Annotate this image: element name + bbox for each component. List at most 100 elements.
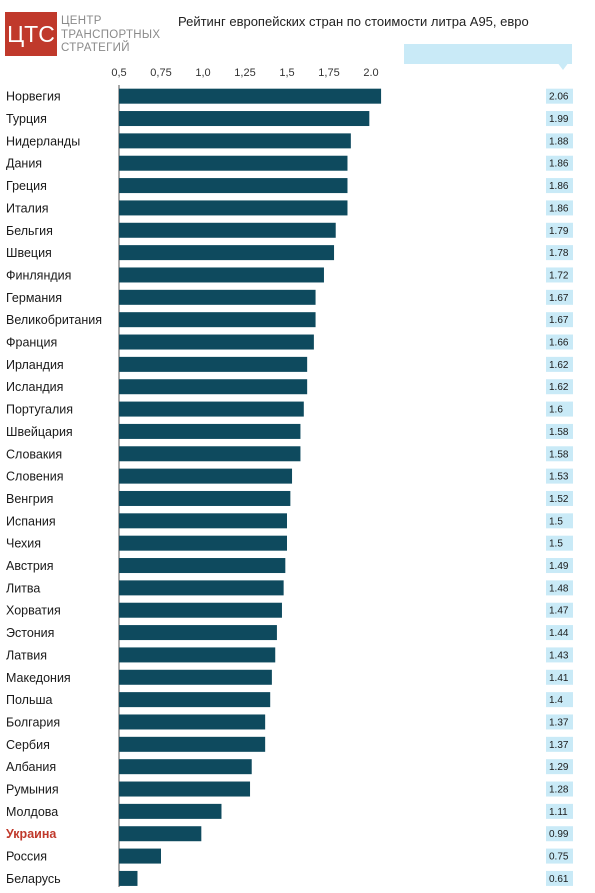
category-label: Франция (6, 336, 57, 350)
bar (119, 513, 287, 529)
value-label: 1.72 (549, 270, 569, 281)
value-label-box (546, 200, 573, 216)
value-label: 1.6 (549, 405, 563, 416)
category-label: Швеция (6, 246, 52, 260)
bar (119, 736, 266, 752)
bar (119, 423, 301, 439)
category-label: Беларусь (6, 872, 61, 886)
category-label: Норвегия (6, 90, 61, 104)
category-label: Ирландия (6, 358, 64, 372)
bar (119, 558, 286, 574)
category-label: Польша (6, 693, 52, 707)
value-label: 1.41 (549, 673, 569, 684)
value-label-box (546, 803, 573, 819)
category-label: Латвия (6, 648, 47, 662)
value-label-box (546, 580, 573, 596)
bar (119, 312, 316, 328)
value-label-box (546, 826, 573, 842)
value-label-box (546, 111, 573, 127)
value-label-box (546, 513, 573, 529)
bar (119, 580, 284, 596)
value-label: 1.37 (549, 740, 569, 751)
value-label: 1.79 (549, 226, 569, 237)
value-label-box (546, 267, 573, 283)
x-tick-label: 0,75 (150, 67, 171, 79)
bar (119, 714, 266, 730)
category-label: Словакия (6, 447, 62, 461)
bar (119, 200, 348, 216)
bar (119, 870, 138, 886)
value-label-box (546, 245, 573, 261)
category-label: Румыния (6, 783, 59, 797)
value-label-box (546, 558, 573, 574)
category-label: Молдова (6, 805, 58, 819)
x-tick-label: 1,25 (234, 67, 255, 79)
category-label: Германия (6, 291, 62, 305)
bar (119, 692, 271, 708)
value-label-box (546, 379, 573, 395)
bar (119, 535, 287, 551)
bar (119, 111, 370, 127)
value-label: 1.47 (549, 606, 569, 617)
accent-notch (557, 62, 569, 70)
value-label: 1.88 (549, 136, 569, 147)
value-label: 1.67 (549, 293, 569, 304)
x-tick-label: 1,75 (318, 67, 339, 79)
logo-mark: ЦТС (5, 12, 57, 56)
category-label: Швейцария (6, 425, 73, 439)
value-label: 1.52 (549, 494, 569, 505)
category-label: Чехия (6, 537, 41, 551)
x-tick-label: 0,5 (111, 67, 126, 79)
bar (119, 379, 308, 395)
value-label-box (546, 602, 573, 618)
chart-title: Рейтинг европейских стран по стоимости л… (178, 14, 529, 29)
value-label: 1.66 (549, 338, 569, 349)
value-label-box (546, 446, 573, 462)
bar (119, 88, 382, 104)
value-label: 1.28 (549, 785, 569, 796)
value-label: 0.61 (549, 874, 569, 885)
bar (119, 334, 314, 350)
x-tick-label: 1,5 (279, 67, 294, 79)
bar (119, 468, 293, 484)
value-label: 1.86 (549, 181, 569, 192)
value-label: 2.06 (549, 92, 569, 103)
bar (119, 267, 324, 283)
logo-line-1: ЦЕНТР (61, 15, 102, 27)
value-label: 1.37 (549, 717, 569, 728)
category-label: Украина (6, 827, 57, 841)
category-label: Нидерланды (6, 134, 80, 148)
value-label-box (546, 625, 573, 641)
bar (119, 848, 161, 864)
value-label-box (546, 714, 573, 730)
logo-line-3: СТРАТЕГИЙ (61, 42, 130, 54)
value-label-box (546, 647, 573, 663)
value-label-box (546, 155, 573, 171)
value-label: 1.11 (549, 807, 568, 818)
category-label: Португалия (6, 403, 73, 417)
category-label: Греция (6, 179, 47, 193)
value-label: 1.49 (549, 561, 569, 572)
category-label: Россия (6, 850, 47, 864)
category-label: Словения (6, 470, 64, 484)
bar (119, 289, 316, 305)
value-label-box (546, 334, 573, 350)
value-label: 0.99 (549, 829, 569, 840)
value-label-box (546, 423, 573, 439)
value-label: 1.62 (549, 360, 569, 371)
bar (119, 669, 272, 685)
value-label: 1.86 (549, 203, 569, 214)
value-label-box (546, 356, 573, 372)
value-label-box (546, 289, 573, 305)
value-label: 1.78 (549, 248, 569, 259)
value-label-box (546, 401, 573, 417)
value-label-box (546, 222, 573, 238)
value-label-box (546, 178, 573, 194)
value-label-box (546, 535, 573, 551)
category-label: Италия (6, 201, 49, 215)
category-label: Финляндия (6, 268, 71, 282)
bar (119, 222, 336, 238)
value-label-box (546, 759, 573, 775)
bar (119, 155, 348, 171)
category-label: Болгария (6, 715, 60, 729)
